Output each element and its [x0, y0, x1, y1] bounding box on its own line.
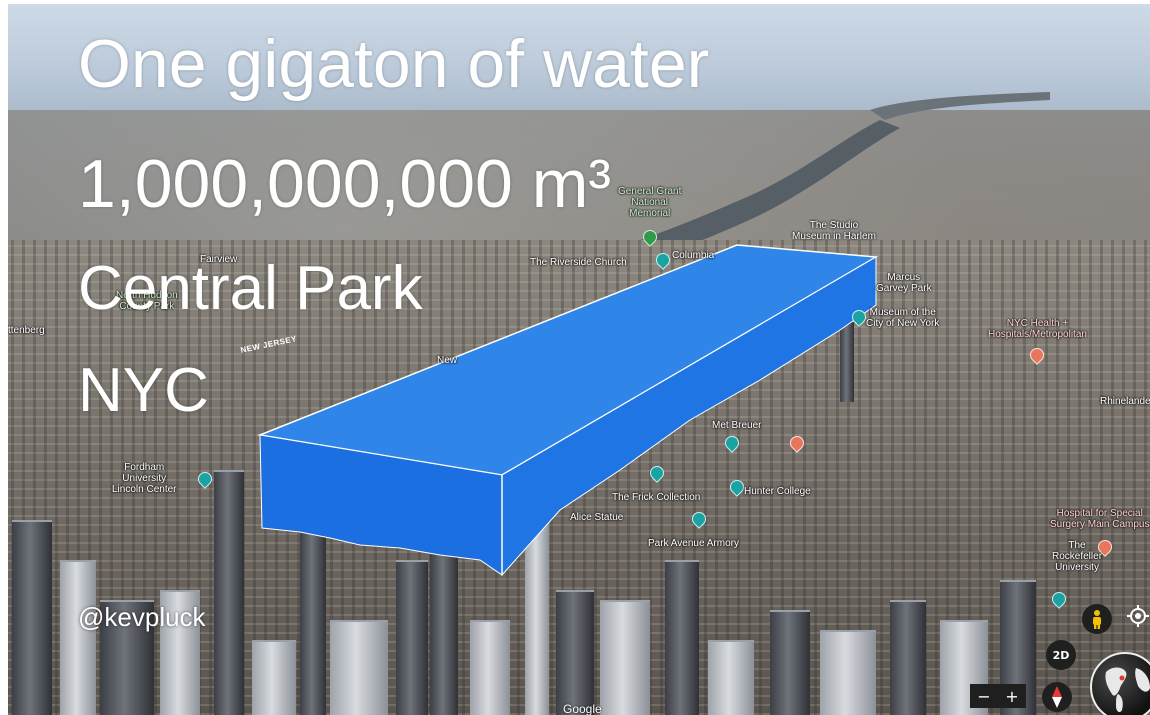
map-label[interactable]: Rhinelande: [1100, 396, 1150, 407]
building: [330, 620, 388, 715]
building: [665, 560, 699, 715]
map-label[interactable]: North Hudson County Park: [116, 290, 178, 312]
building: [600, 600, 650, 715]
overlay-volume-line: 1,000,000,000 m³: [78, 146, 612, 222]
building: [60, 560, 96, 715]
author-handle: @kevpluck: [78, 602, 206, 632]
map-label[interactable]: Park Avenue Armory: [648, 538, 739, 549]
building: [12, 520, 52, 715]
map-label[interactable]: Marcus Garvey Park: [876, 272, 932, 294]
map-label[interactable]: NYC Health + Hospitals/Metropolitan: [988, 318, 1087, 340]
building: [430, 530, 458, 715]
zoom-control: − +: [970, 684, 1026, 708]
pegman-icon[interactable]: [1082, 604, 1112, 634]
overlay-location-line: Central Park: [78, 254, 423, 323]
map-label[interactable]: Fairview: [200, 254, 238, 265]
map-label[interactable]: Met Breuer: [712, 420, 762, 431]
map-label[interactable]: Hospital for Special Surgery Main Campus: [1050, 508, 1150, 530]
map-label[interactable]: The Riverside Church: [530, 257, 627, 268]
map-label[interactable]: Fordham University Lincoln Center: [112, 462, 177, 495]
compass-icon[interactable]: [1042, 682, 1072, 712]
building: [252, 640, 296, 715]
zoom-in-button[interactable]: +: [1005, 686, 1019, 706]
toggle-2d-button[interactable]: 2D: [1046, 640, 1076, 670]
building: [396, 560, 428, 715]
building: [770, 610, 810, 715]
map-label[interactable]: ttenberg: [8, 325, 45, 336]
map-label[interactable]: Hunter College: [744, 486, 811, 497]
building: [556, 590, 594, 715]
overlay-city-line: NYC: [78, 356, 209, 425]
building: [470, 620, 510, 715]
building: [820, 630, 876, 715]
map-label[interactable]: The Rockefeller University: [1052, 540, 1103, 573]
map-label[interactable]: Museum of the City of New York: [866, 307, 940, 329]
locate-icon[interactable]: [1124, 602, 1150, 630]
google-attribution: Google: [563, 702, 602, 715]
map-label[interactable]: Alice Statue: [570, 512, 624, 523]
building: [214, 470, 244, 715]
building: [100, 600, 154, 715]
building: [160, 590, 200, 715]
globe-icon[interactable]: [1090, 652, 1150, 715]
map-label[interactable]: Columbia: [672, 250, 715, 261]
zoom-out-button[interactable]: −: [977, 686, 991, 706]
map-label[interactable]: General Grant National Memorial: [618, 186, 682, 219]
map-label[interactable]: The Studio Museum in Harlem: [792, 220, 876, 242]
building: [890, 600, 926, 715]
map-label[interactable]: The Frick Collection: [612, 492, 701, 503]
map-label[interactable]: New: [437, 355, 458, 366]
building: [708, 640, 754, 715]
overlay-title-line: One gigaton of water: [78, 26, 710, 102]
